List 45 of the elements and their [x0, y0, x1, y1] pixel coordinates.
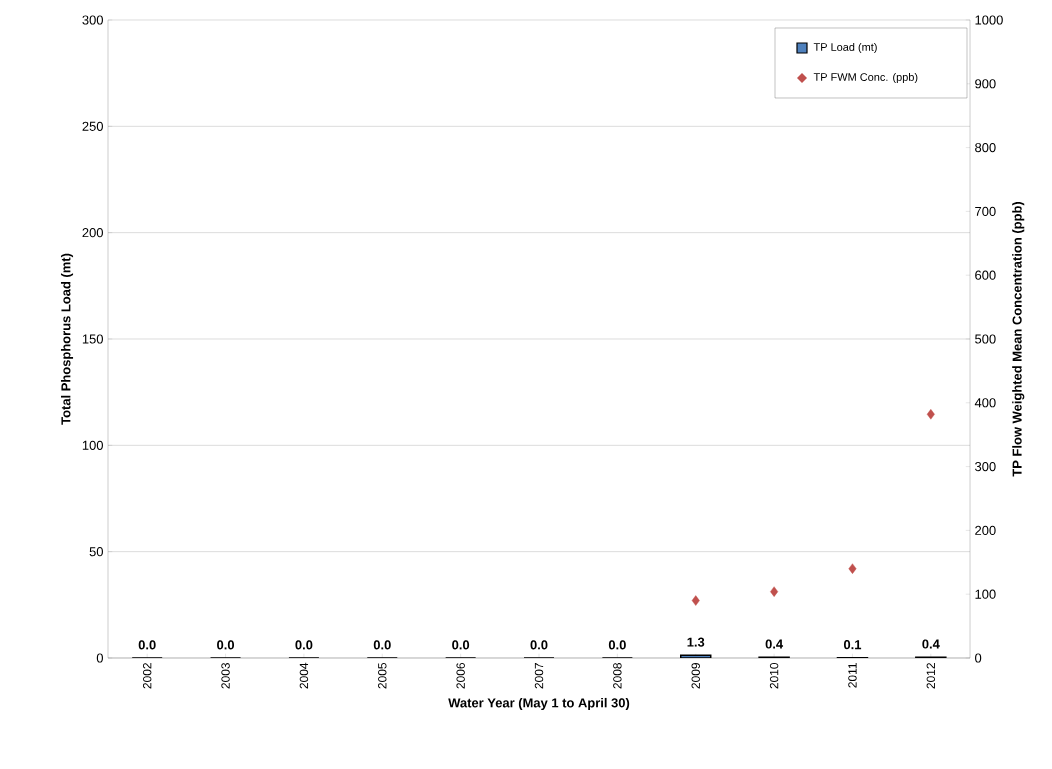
data-label: 0.0	[530, 640, 548, 650]
legend-label: TP FWM Conc. (ppb)	[813, 72, 918, 84]
data-label: 0.0	[608, 640, 626, 650]
data-label: 0.4	[765, 639, 784, 649]
x-tick-label: 2006	[456, 663, 465, 689]
y2-tick-label: 500	[975, 334, 996, 344]
y2-tick-label: 100	[975, 589, 996, 599]
y-axis-title: Total Phosphorus Load (mt)	[60, 253, 74, 425]
y-tick-label: 50	[89, 547, 103, 557]
x-tick-label: 2008	[613, 663, 622, 689]
x-tick-label: 2011	[848, 663, 857, 688]
y2-tick-label: 800	[975, 143, 996, 153]
data-label: 0.0	[373, 640, 391, 650]
data-label: 0.1	[843, 640, 862, 650]
x-tick-label: 2004	[299, 662, 309, 689]
data-label: 1.3	[687, 637, 705, 647]
y2-tick-label: 700	[975, 206, 996, 216]
y2-axis-title: TP Flow Weighted Mean Concentration (ppb)	[1012, 201, 1025, 477]
y2-tick-label: 400	[974, 398, 996, 408]
y2-tick-label: 600	[975, 270, 996, 280]
y-tick-label: 250	[82, 121, 103, 131]
x-tick-label: 2010	[769, 662, 779, 689]
x-tick-label: 2009	[691, 663, 700, 689]
data-label: 0.0	[295, 640, 313, 650]
x-tick-label: 2007	[534, 663, 544, 689]
x-tick-label: 2002	[142, 663, 152, 689]
x-axis-title: Water Year (May 1 to April 30)	[448, 697, 630, 710]
data-label: 0.4	[922, 639, 940, 649]
x-tick-label: 2005	[378, 663, 387, 689]
y2-tick-label: 900	[975, 79, 996, 89]
data-label: 0.0	[138, 640, 156, 650]
y-tick-label: 200	[82, 228, 103, 238]
y2-tick-label: 1000	[975, 15, 1003, 25]
x-tick-label: 2003	[221, 663, 230, 689]
x-tick-label: 2012	[926, 663, 936, 689]
y-tick-label: 150	[82, 334, 103, 344]
y-tick-label: 0	[96, 653, 103, 663]
y2-tick-label: 300	[975, 462, 996, 472]
y-tick-label: 100	[82, 440, 103, 450]
data-label: 0.0	[217, 640, 235, 650]
legend-label: TP Load (mt)	[813, 42, 877, 54]
y2-tick-label: 200	[975, 525, 996, 535]
y2-tick-label: 0	[975, 653, 982, 663]
y-tick-label: 300	[82, 15, 103, 25]
data-label: 0.0	[452, 640, 470, 650]
